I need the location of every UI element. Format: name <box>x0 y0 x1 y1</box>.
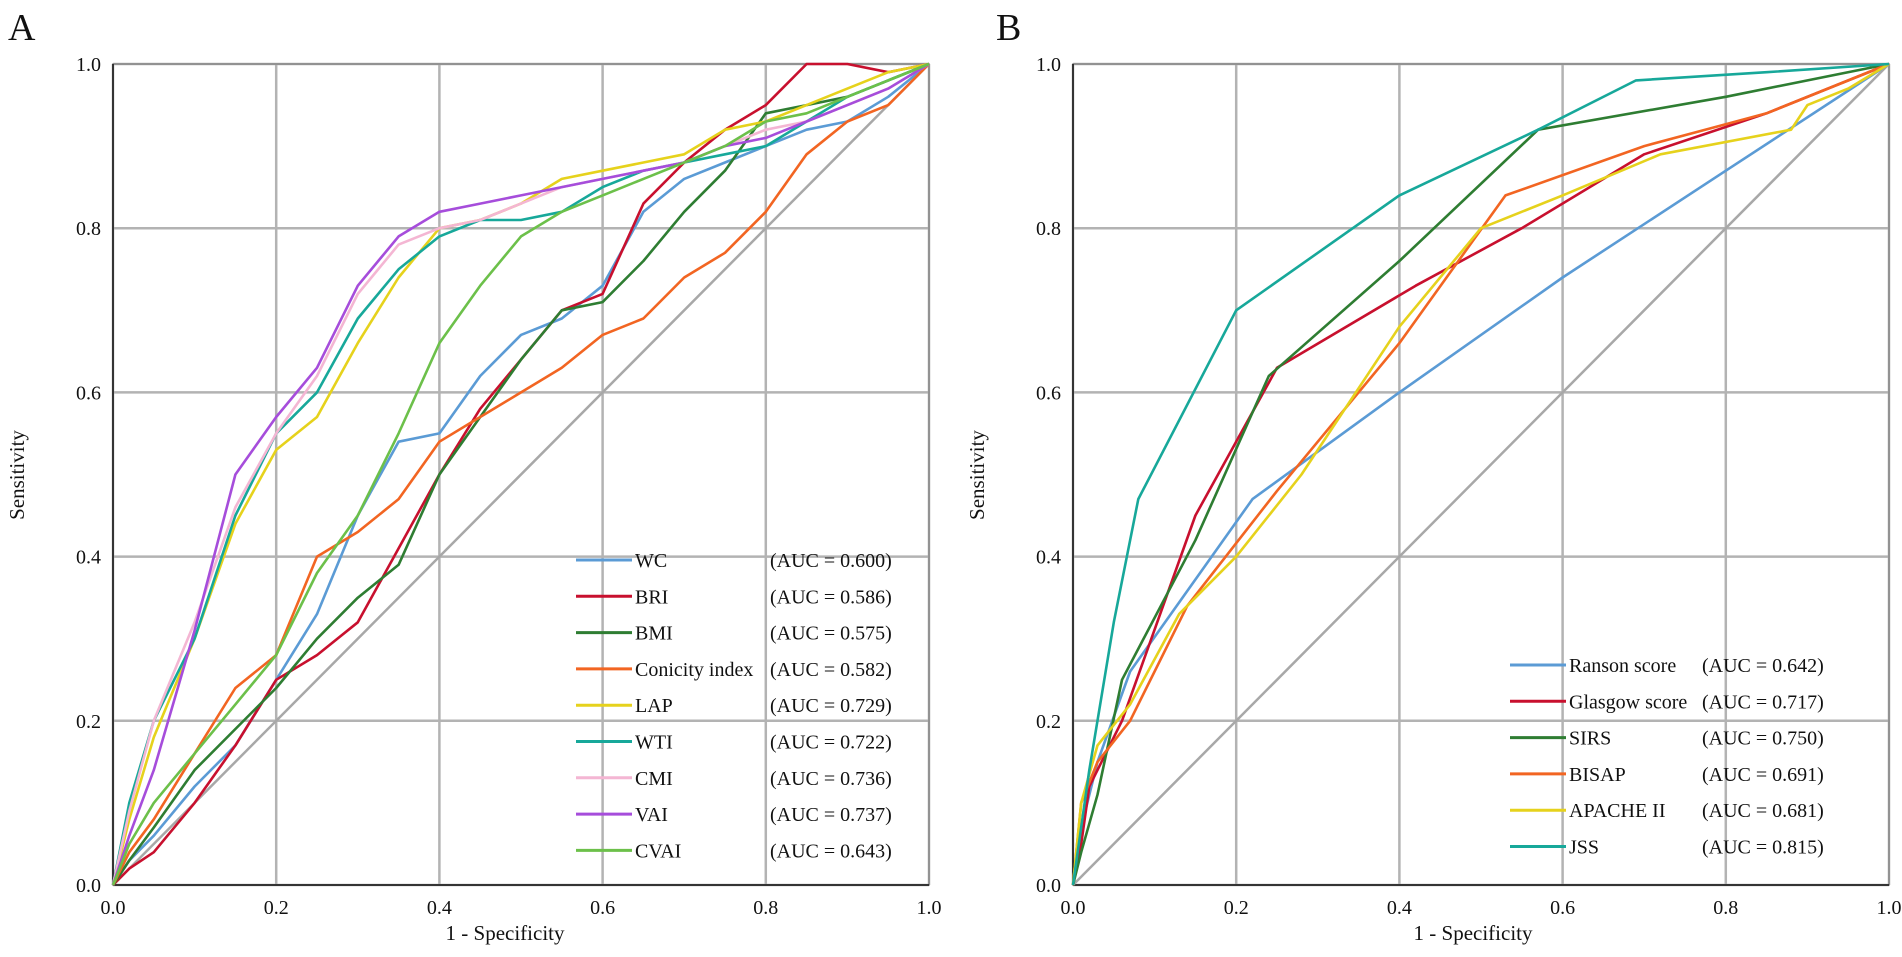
x-tick-label: 1.0 <box>1877 897 1902 919</box>
legend-label: Conicity index <box>635 659 753 681</box>
roc-panel-b: 0.0 0.2 0.4 0.6 0.8 1.0 0.0 0.2 0.4 0.6 0.8 1.0 1 - … <box>965 7 1902 945</box>
legend-label: Glasgow score <box>1569 691 1687 713</box>
legend-auc-value: (AUC = 0.586) <box>770 586 892 608</box>
legend-label: CMI <box>635 768 673 790</box>
reference-diagonal-line <box>112 63 930 886</box>
roc-curve-conicity-index <box>111 63 930 886</box>
roc-curve-jss <box>1071 62 1890 886</box>
y-tick-label: 0.4 <box>76 547 101 569</box>
y-tick-label: 0.6 <box>1036 382 1061 404</box>
legend: WC (AUC = 0.600) BRI (AUC = 0.586) BMI (AUC =… <box>576 550 892 862</box>
roc-curve-bri <box>112 62 930 886</box>
roc-panel-a: 0.0 0.2 0.4 0.6 0.8 1.0 0.0 0.2 0.4 0.6 0.8 1.0 1 - … <box>5 7 942 945</box>
legend-auc-value: (AUC = 0.691) <box>1702 764 1824 786</box>
legend-label: APACHE II <box>1569 800 1666 822</box>
legend-auc-value: (AUC = 0.717) <box>1702 691 1824 713</box>
legend: Ranson score (AUC = 0.642) Glasgow score (A… <box>1510 655 1824 859</box>
x-tick-label: 0.6 <box>590 897 615 919</box>
x-tick-label: 0.2 <box>1224 897 1249 919</box>
y-tick-label: 0.8 <box>76 218 101 240</box>
legend-label: BMI <box>635 623 673 645</box>
roc-curve-vai <box>111 62 930 886</box>
y-tick-label: 0.6 <box>76 382 101 404</box>
legend-auc-value: (AUC = 0.681) <box>1702 800 1824 822</box>
roc-curve-cvai <box>111 62 930 886</box>
legend-label: VAI <box>635 804 668 826</box>
y-tick-label: 1.0 <box>1036 54 1061 76</box>
x-tick-label: 0.0 <box>101 897 126 919</box>
legend-auc-value: (AUC = 0.729) <box>770 695 892 717</box>
y-tick-label: 1.0 <box>76 54 101 76</box>
legend-label: Ranson score <box>1569 655 1676 677</box>
y-tick-label: 0.8 <box>1036 218 1061 240</box>
legend-auc-value: (AUC = 0.737) <box>770 804 892 826</box>
roc-curve-cmi <box>111 62 930 886</box>
legend-auc-value: (AUC = 0.722) <box>770 732 892 754</box>
legend-label: WC <box>635 550 667 572</box>
x-tick-label: 0.8 <box>753 897 778 919</box>
y-tick-label: 0.4 <box>1036 547 1061 569</box>
x-axis-title: 1 - Specificity <box>1414 921 1533 945</box>
legend-auc-value: (AUC = 0.750) <box>1702 728 1824 750</box>
y-tick-label: 0.2 <box>76 711 101 733</box>
x-tick-label: 0.6 <box>1550 897 1575 919</box>
legend-auc-value: (AUC = 0.643) <box>770 840 892 862</box>
x-tick-label: 0.4 <box>427 897 452 919</box>
legend-label: CVAI <box>635 840 681 862</box>
panel-label: B <box>996 7 1021 49</box>
y-axis-title: Sensitivity <box>5 430 29 520</box>
x-tick-label: 0.4 <box>1387 897 1412 919</box>
roc-curve-bmi <box>111 62 930 886</box>
legend-label: LAP <box>635 695 673 717</box>
reference-diagonal-line <box>1072 63 1890 886</box>
x-axis-title: 1 - Specificity <box>446 921 565 945</box>
x-tick-label: 0.8 <box>1713 897 1738 919</box>
legend-auc-value: (AUC = 0.600) <box>770 550 892 572</box>
legend-label: BRI <box>635 586 668 608</box>
y-tick-label: 0.0 <box>1036 875 1061 897</box>
y-tick-label: 0.0 <box>76 875 101 897</box>
legend-auc-value: (AUC = 0.575) <box>770 623 892 645</box>
legend-auc-value: (AUC = 0.642) <box>1702 655 1824 677</box>
legend-auc-value: (AUC = 0.815) <box>1702 837 1824 859</box>
x-tick-label: 0.0 <box>1061 897 1086 919</box>
legend-label: BISAP <box>1569 764 1626 786</box>
roc-curve-bisap <box>1071 62 1890 886</box>
x-tick-label: 0.2 <box>264 897 289 919</box>
roc-curve-apache-ii <box>1071 62 1890 886</box>
roc-curve-sirs <box>1071 62 1890 886</box>
panel-label: A <box>8 7 36 49</box>
legend-label: WTI <box>635 732 673 754</box>
legend-label: SIRS <box>1569 728 1611 750</box>
roc-curve-wc <box>111 62 930 886</box>
x-tick-label: 1.0 <box>917 897 942 919</box>
roc-curve-wti <box>111 62 930 886</box>
legend-auc-value: (AUC = 0.736) <box>770 768 892 790</box>
y-tick-label: 0.2 <box>1036 711 1061 733</box>
y-axis-title: Sensitivity <box>965 430 989 520</box>
legend-auc-value: (AUC = 0.582) <box>770 659 892 681</box>
legend-label: JSS <box>1569 837 1599 859</box>
